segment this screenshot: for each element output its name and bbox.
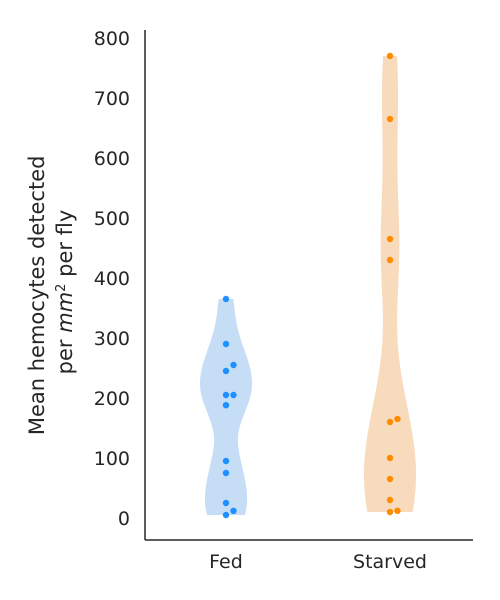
data-point-starved <box>386 508 394 516</box>
data-point-starved <box>386 52 394 60</box>
data-point-starved <box>386 235 394 243</box>
violins <box>200 56 416 515</box>
data-point-fed <box>222 402 230 409</box>
y-tick-label: 200 <box>94 388 130 410</box>
data-point-fed <box>230 507 237 514</box>
y-tick-label: 0 <box>118 508 130 530</box>
violin-starved <box>364 56 416 512</box>
data-point-fed <box>230 391 237 399</box>
data-point-starved <box>386 418 394 426</box>
data-point-starved <box>394 415 401 423</box>
y-axis-title-suffix: per fly <box>53 210 77 284</box>
y-axis-title-unit: mm <box>53 292 77 333</box>
y-tick-label: 800 <box>94 28 130 50</box>
data-point-fed <box>222 457 230 465</box>
y-axis-title-prefix: per <box>53 333 77 375</box>
y-axis-title-exp: 2 <box>54 284 69 292</box>
data-point-fed <box>222 295 230 303</box>
y-tick-label: 400 <box>94 268 130 290</box>
y-tick-label: 700 <box>94 88 130 110</box>
data-point-fed <box>222 391 230 399</box>
data-point-starved <box>386 115 394 123</box>
data-point-fed <box>222 367 230 375</box>
y-tick-label: 300 <box>94 328 130 350</box>
data-point-starved <box>386 256 394 264</box>
data-point-fed <box>222 469 230 477</box>
data-point-fed <box>222 340 230 348</box>
x-category-label: Starved <box>353 551 427 573</box>
y-tick-labels: 0 100 200 300 400 500 600 700 800 <box>94 28 130 530</box>
data-point-fed <box>230 361 237 369</box>
y-axis-title: Mean hemocytes detected per mm2 per fly <box>25 149 77 435</box>
x-category-label: Fed <box>209 551 243 573</box>
x-category-labels: Fed Starved <box>209 551 427 573</box>
data-point-starved <box>386 496 394 504</box>
y-tick-label: 100 <box>94 448 130 470</box>
data-point-fed <box>222 511 230 519</box>
data-point-starved <box>386 475 394 483</box>
y-axis-title-line1: Mean hemocytes detected <box>25 156 49 436</box>
data-point-fed <box>222 499 230 507</box>
data-point-starved <box>386 454 394 462</box>
y-tick-label: 600 <box>94 148 130 170</box>
data-point-starved <box>394 507 401 514</box>
data-points <box>222 52 401 519</box>
y-tick-label: 500 <box>94 208 130 230</box>
